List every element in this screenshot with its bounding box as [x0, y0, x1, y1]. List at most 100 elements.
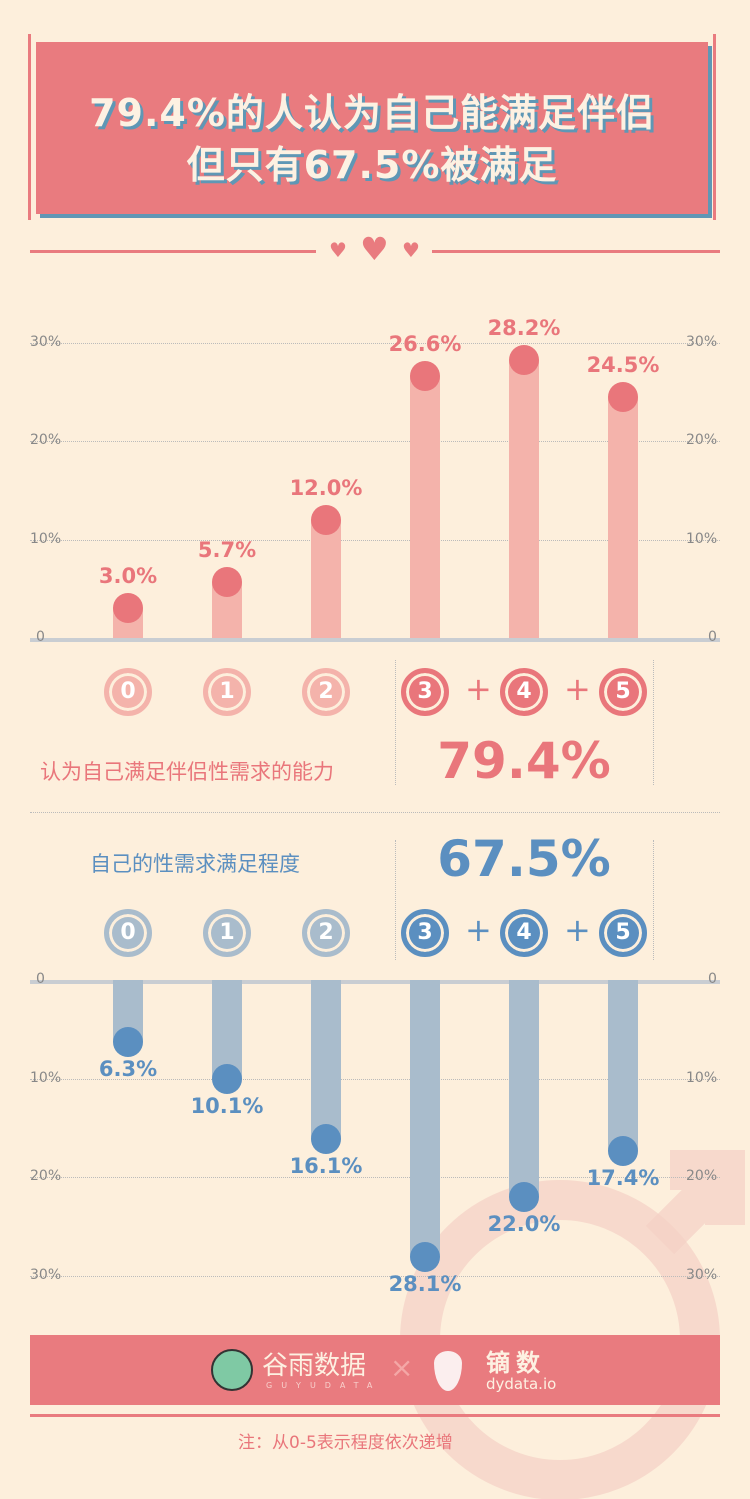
y-tick-label: 20% — [30, 1168, 62, 1184]
category-badge: 3 — [401, 668, 449, 716]
data-label: 6.3% — [98, 1057, 158, 1082]
bar — [410, 375, 440, 638]
y-tick-label: 0 — [36, 971, 45, 987]
data-label: 28.2% — [487, 316, 561, 341]
plus-sign: + — [465, 670, 492, 708]
chart2-summary: 67.5% — [437, 830, 611, 888]
y-tick-label: 20% — [686, 1168, 718, 1184]
data-point — [410, 1241, 440, 1272]
bar — [509, 360, 539, 638]
divider — [432, 250, 720, 253]
y-tick-label: 10% — [686, 530, 718, 547]
gridline — [30, 980, 720, 984]
bar — [212, 980, 242, 1080]
gridline — [30, 539, 720, 541]
chart1-summary: 79.4% — [437, 732, 611, 790]
heart-icon: ♥ — [402, 238, 420, 262]
category-badge: 0 — [104, 668, 152, 716]
y-tick-label: 20% — [686, 432, 718, 448]
y-tick-label: 30% — [30, 333, 62, 350]
y-tick-label: 0 — [708, 971, 717, 987]
guyu-logo-icon — [211, 1349, 253, 1391]
y-tick-label: 20% — [30, 432, 62, 448]
data-label: 22.0% — [487, 1211, 561, 1236]
data-point — [509, 345, 539, 376]
data-label: 5.7% — [197, 537, 257, 562]
y-tick-label: 10% — [30, 530, 62, 547]
divider — [30, 1414, 720, 1417]
data-label: 17.4% — [586, 1166, 660, 1191]
divider — [30, 812, 720, 813]
logo1-sub: GUYUDATA — [266, 1381, 382, 1390]
footnote: 注：从0-5表示程度依次递增 — [238, 1433, 453, 1453]
category-badge: 5 — [599, 668, 647, 716]
frame-line — [713, 34, 716, 220]
category-badge: 3 — [401, 909, 449, 957]
data-point — [113, 593, 143, 624]
divider — [395, 660, 396, 785]
y-tick-label: 0 — [708, 629, 717, 645]
gridline — [30, 342, 720, 344]
chart2-title: 自己的性需求满足程度 — [90, 852, 300, 876]
category-badge: 5 — [599, 909, 647, 957]
category-badge: 4 — [500, 668, 548, 716]
data-label: 24.5% — [586, 352, 660, 377]
y-tick-label: 30% — [686, 333, 718, 350]
bar — [608, 396, 638, 638]
gridline — [30, 441, 720, 442]
data-label: 16.1% — [289, 1153, 363, 1178]
frame-line — [28, 34, 31, 220]
title-line-1: 79.4%的人认为自己能满足伴侣 — [89, 91, 655, 135]
bar — [410, 980, 440, 1257]
category-badge: 4 — [500, 909, 548, 957]
data-point — [410, 360, 440, 391]
data-point — [311, 504, 341, 535]
plus-sign: + — [564, 670, 591, 708]
data-label: 12.0% — [289, 475, 363, 500]
y-tick-label: 10% — [686, 1069, 718, 1086]
bar — [311, 519, 341, 638]
logo1-text: 谷雨数据 — [262, 1351, 367, 1381]
bar — [311, 980, 341, 1139]
gridline — [30, 638, 720, 642]
footer-band: 谷雨数据 GUYUDATA × 镝数 dydata.io — [30, 1335, 720, 1405]
logo2-sub: dydata.io — [486, 1375, 557, 1393]
data-point — [608, 381, 638, 412]
times-sign: × — [390, 1351, 414, 1384]
title-line-2: 但只有67.5%被满足 — [186, 143, 558, 187]
data-label: 10.1% — [190, 1094, 264, 1119]
divider — [30, 250, 316, 253]
data-point — [113, 1027, 143, 1058]
category-badge: 2 — [302, 668, 350, 716]
chart1-title: 认为自己满足伴侣性需求的能力 — [40, 760, 334, 784]
heart-icon: ♥ — [329, 238, 347, 262]
data-point — [212, 1064, 242, 1095]
heart-icon: ♥ — [360, 230, 389, 268]
gridline — [30, 1177, 720, 1178]
logo2-text: 镝数 — [486, 1349, 546, 1377]
dydata-logo-icon — [434, 1351, 462, 1391]
data-point — [311, 1123, 341, 1154]
data-label: 28.1% — [388, 1271, 462, 1296]
divider — [395, 840, 396, 960]
divider — [653, 660, 654, 785]
data-point — [608, 1136, 638, 1167]
title-banner: 79.4%的人认为自己能满足伴侣 但只有67.5%被满足 — [36, 42, 708, 214]
gridline — [30, 1078, 720, 1080]
data-label: 26.6% — [388, 331, 462, 356]
category-badge: 1 — [203, 668, 251, 716]
y-tick-label: 0 — [36, 629, 45, 645]
category-badge: 2 — [302, 909, 350, 957]
bar — [608, 980, 638, 1152]
y-tick-label: 10% — [30, 1069, 62, 1086]
gridline — [30, 1275, 720, 1277]
plus-sign: + — [564, 911, 591, 949]
category-badge: 0 — [104, 909, 152, 957]
data-point — [212, 566, 242, 597]
bar — [509, 980, 539, 1197]
y-tick-label: 30% — [686, 1266, 718, 1283]
y-tick-label: 30% — [30, 1266, 62, 1283]
data-label: 3.0% — [98, 564, 158, 589]
divider — [653, 840, 654, 960]
